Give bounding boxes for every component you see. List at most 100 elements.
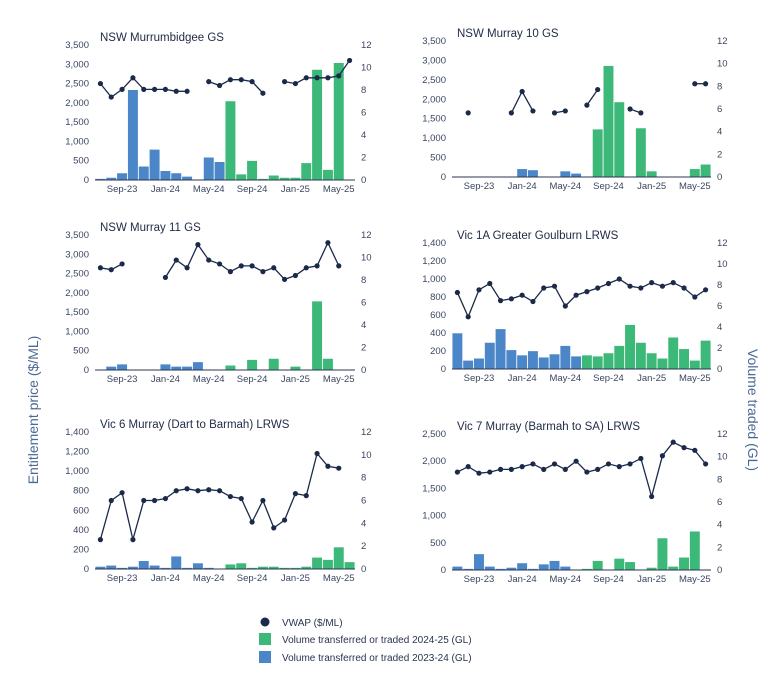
y-right-tick-label: 4 [361,130,366,141]
y-left-tick-label: 800 [73,486,89,497]
vwap-point [530,298,536,305]
vwap-point [130,537,136,543]
x-tick-label: Sep-23 [464,373,495,384]
bar-volume-2023-24 [484,342,495,369]
bar-volume-2024-25 [290,177,301,180]
vwap-point [162,86,169,92]
vwap-point [130,75,136,81]
vwap-point [659,453,666,459]
vwap-point [281,276,288,282]
bar-volume-2024-25 [322,559,333,569]
bar-volume-2023-24 [452,566,463,570]
vwap-line [457,441,707,500]
vwap-point [562,466,568,472]
vwap-point [97,537,104,543]
vwap-point [530,461,536,467]
bar-volume-2023-24 [106,565,117,569]
vwap-point [703,81,709,87]
y-right-tick-label: 10 [717,259,728,270]
bar-volume-2023-24 [171,173,182,180]
left-axis-label: Entitlement price ($/ML) [25,336,41,485]
vwap-point [195,242,201,248]
bar-volume-2023-24 [571,173,582,177]
y-right-tick-label: 6 [717,497,722,508]
x-tick-label: Jan-24 [151,374,180,385]
vwap-point [162,274,169,281]
bar-volume-2024-25 [581,568,592,570]
vwap-point [551,283,558,289]
bar-volume-2023-24 [149,565,160,569]
bar-volume-2024-25 [668,337,679,369]
chart-panels: NSW Murrumbidgee GS Sep-23 Jan-24 May-24 Sep… [65,28,727,585]
x-tick-label: Jan-24 [508,373,537,384]
y-left-tick-label: 1,500 [65,117,89,128]
y-left-tick-label: 1,000 [65,326,89,337]
x-tick-label: May-25 [679,181,711,192]
bar-volume-2023-24 [463,568,474,570]
bar-volume-2023-24 [517,355,528,369]
y-right-tick-label: 0 [361,564,366,575]
bar-volume-2024-25 [581,355,592,369]
y-left-tick-label: 3,000 [65,59,89,70]
vwap-point [303,493,309,499]
y-right-tick-label: 8 [361,275,366,286]
vwap-point [325,75,331,81]
vwap-point [649,280,655,286]
x-tick-label: Jan-25 [637,181,666,192]
x-tick-label: Sep-23 [107,184,138,195]
bar-volume-2023-24 [495,329,506,369]
vwap-point [97,80,104,87]
vwap-point [681,445,687,451]
vwap-point [303,265,309,271]
legend-2024-25-label: Volume transferred or traded 2024-25 (GL… [282,635,472,646]
vwap-point [616,276,622,282]
vwap-point [692,447,698,453]
bar-volume-2024-25 [614,102,625,177]
vwap-point [141,497,147,504]
x-tick-label: Jan-25 [281,573,310,584]
x-tick-label: May-24 [193,573,225,584]
legend-vwap-marker [260,617,270,627]
vwap-point [119,261,125,267]
y-right-tick-label: 10 [361,63,372,74]
y-left-tick-label: 1,000 [422,133,446,144]
bar-volume-2023-24 [138,561,149,569]
vwap-point [271,265,277,271]
chart-panel-1: NSW Murrumbidgee GS Sep-23 Jan-24 May-24 Sep… [65,32,371,195]
vwap-point [595,466,601,472]
bar-volume-2023-24 [538,564,549,570]
x-tick-label: Sep-24 [237,184,268,195]
bar-volume-2024-25 [592,560,603,570]
y-right-tick-label: 0 [717,172,722,183]
bar-volume-2024-25 [603,65,614,177]
bar-volume-2023-24 [192,563,203,569]
y-right-tick-label: 2 [361,541,366,552]
vwap-point [692,81,698,87]
x-tick-label: Jan-25 [281,374,310,385]
vwap-point [184,88,190,94]
bar-volume-2024-25 [247,567,258,569]
panel-title: Vic 1A Greater Goulburn LRWS [457,230,619,242]
x-tick-label: Sep-23 [107,573,138,584]
y-right-tick-label: 0 [361,175,366,186]
chart-panel-5: Vic 6 Murray (Dart to Barmah) LRWS Sep-23… [65,419,371,584]
bar-volume-2023-24 [160,567,171,569]
x-tick-label: Jan-24 [508,181,537,192]
vwap-point [476,287,482,293]
bar-volume-2023-24 [160,364,171,370]
bar-volume-2024-25 [225,101,236,180]
y-left-tick-label: 2,000 [422,456,446,467]
y-right-tick-label: 2 [717,149,722,160]
vwap-point [206,79,212,85]
y-right-tick-label: 4 [717,322,722,333]
y-right-tick-label: 8 [717,474,722,485]
x-tick-label: May-25 [679,574,711,585]
bar-volume-2024-25 [225,564,236,569]
vwap-point [573,292,579,298]
vwap-point [336,73,342,79]
vwap-point [454,289,460,296]
vwap-point [519,292,525,298]
x-tick-label: May-25 [323,573,355,584]
y-left-tick-label: 1,000 [422,511,446,522]
vwap-point [249,79,255,85]
